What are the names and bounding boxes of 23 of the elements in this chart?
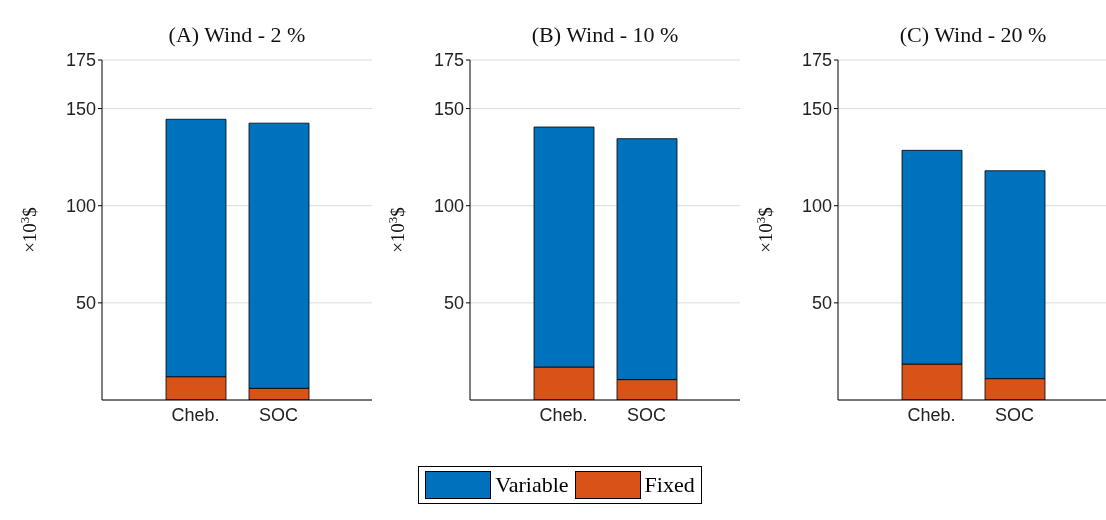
- legend-label: Fixed: [644, 472, 695, 498]
- chart-title: (A) Wind - 2 %: [167, 22, 307, 48]
- y-tick-label: 150: [433, 98, 464, 119]
- y-tick-label: 175: [433, 50, 464, 71]
- x-tick-label: SOC: [994, 404, 1035, 425]
- y-tick-label: 100: [65, 196, 96, 217]
- chart-title: (B) Wind - 10 %: [530, 22, 680, 48]
- x-tick-label: Cheb.: [171, 404, 220, 425]
- chart-title: (C) Wind - 20 %: [898, 22, 1048, 48]
- y-tick-label: 100: [433, 196, 464, 217]
- y-tick-label: 175: [801, 50, 832, 71]
- y-tick-label: 150: [801, 98, 832, 119]
- legend-label: Variable: [495, 472, 569, 498]
- x-tick-label: Cheb.: [907, 404, 956, 425]
- y-tick-label: 50: [75, 293, 96, 314]
- x-tick-label: SOC: [258, 404, 299, 425]
- x-tick-label: Cheb.: [539, 404, 588, 425]
- y-tick-label: 175: [65, 50, 96, 71]
- y-tick-label: 150: [65, 98, 96, 119]
- y-tick-label: 100: [801, 196, 832, 217]
- y-tick-label: 50: [443, 293, 464, 314]
- x-tick-label: SOC: [626, 404, 667, 425]
- y-tick-label: 50: [811, 293, 832, 314]
